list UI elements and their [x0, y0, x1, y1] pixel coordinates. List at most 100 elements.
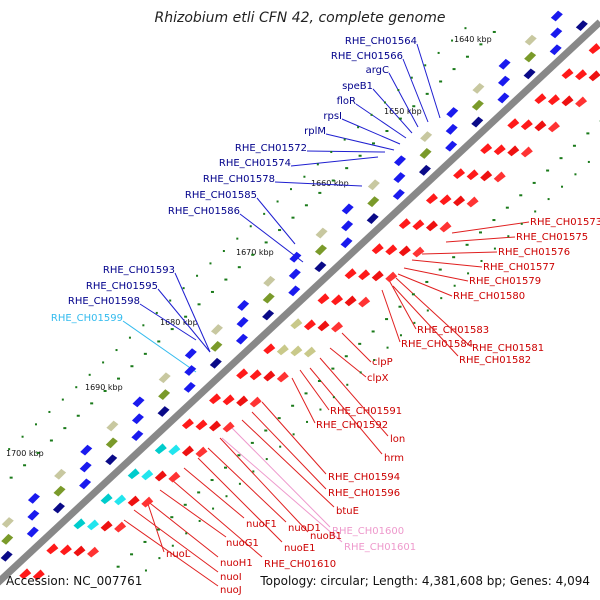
minus-gene-arrow[interactable]	[290, 345, 303, 357]
minus-gene-arrow[interactable]	[520, 119, 533, 131]
gene-label-nuod1[interactable]: nuoD1	[288, 523, 321, 534]
plus-gene-arrow[interactable]	[289, 251, 302, 263]
plus-gene-arrow[interactable]	[472, 82, 485, 94]
gene-label-rhe_ch01601[interactable]: RHE_CH01601	[344, 542, 416, 553]
plus-gene-arrow[interactable]	[184, 348, 197, 360]
minus-gene-arrow[interactable]	[385, 271, 398, 283]
gene-label-rhe_ch01577[interactable]: RHE_CH01577	[483, 262, 555, 273]
minus-gene-arrow[interactable]	[507, 145, 520, 157]
gene-label-nuol[interactable]: nuoL	[166, 549, 191, 560]
gene-label-rhe_ch01575[interactable]: RHE_CH01575	[516, 232, 588, 243]
gene-label-clpp[interactable]: clpP	[372, 357, 393, 368]
plus-gene-arrow[interactable]	[27, 509, 40, 521]
plus-gene-arrow[interactable]	[79, 478, 92, 490]
plus-gene-arrow[interactable]	[471, 99, 484, 111]
minus-gene-arrow[interactable]	[100, 520, 113, 532]
gene-label-flor[interactable]: floR	[337, 96, 356, 107]
plus-gene-arrow[interactable]	[550, 27, 563, 39]
gene-label-rhe_ch01579[interactable]: RHE_CH01579	[469, 276, 541, 287]
minus-gene-arrow[interactable]	[181, 445, 194, 457]
gene-label-nuob1[interactable]: nuoB1	[310, 531, 342, 542]
plus-gene-arrow[interactable]	[524, 34, 537, 46]
minus-gene-arrow[interactable]	[385, 244, 398, 256]
plus-gene-arrow[interactable]	[340, 237, 353, 249]
gene-label-rhe_ch01593[interactable]: RHE_CH01593	[103, 265, 175, 276]
gene-label-rhe_ch01576[interactable]: RHE_CH01576	[498, 247, 570, 258]
gene-label-rhe_ch01595[interactable]: RHE_CH01595	[86, 281, 158, 292]
minus-gene-arrow[interactable]	[588, 43, 600, 54]
minus-gene-arrow[interactable]	[439, 194, 452, 206]
plus-gene-arrow[interactable]	[54, 468, 67, 480]
minus-gene-arrow[interactable]	[154, 443, 167, 455]
minus-gene-arrow[interactable]	[371, 243, 384, 255]
gene-label-rhe_ch01610[interactable]: RHE_CH01610	[264, 559, 336, 570]
minus-gene-arrow[interactable]	[114, 494, 127, 506]
plus-gene-arrow[interactable]	[26, 526, 39, 538]
plus-gene-arrow[interactable]	[314, 261, 327, 273]
plus-gene-arrow[interactable]	[0, 550, 13, 562]
minus-gene-arrow[interactable]	[534, 93, 547, 105]
minus-gene-arrow[interactable]	[168, 444, 181, 456]
gene-label-rhe_ch01572[interactable]: RHE_CH01572	[235, 143, 307, 154]
minus-gene-arrow[interactable]	[534, 120, 547, 132]
plus-gene-arrow[interactable]	[158, 389, 171, 401]
minus-gene-arrow[interactable]	[398, 245, 411, 257]
gene-label-btue[interactable]: btuE	[336, 506, 359, 517]
plus-gene-arrow[interactable]	[105, 437, 118, 449]
minus-gene-arrow[interactable]	[222, 421, 235, 433]
plus-gene-arrow[interactable]	[314, 244, 327, 256]
plus-gene-arrow[interactable]	[445, 140, 458, 152]
minus-gene-arrow[interactable]	[425, 220, 438, 232]
plus-gene-arrow[interactable]	[262, 309, 275, 321]
plus-gene-arrow[interactable]	[53, 485, 66, 497]
minus-gene-arrow[interactable]	[561, 95, 574, 107]
plus-gene-arrow[interactable]	[341, 203, 354, 215]
plus-gene-arrow[interactable]	[210, 324, 223, 335]
gene-label-rhe_ch01574[interactable]: RHE_CH01574	[219, 158, 291, 169]
minus-gene-arrow[interactable]	[480, 170, 493, 182]
plus-gene-arrow[interactable]	[184, 365, 197, 376]
plus-gene-arrow[interactable]	[366, 213, 379, 224]
minus-gene-arrow[interactable]	[59, 544, 72, 556]
gene-label-rhe_ch01598[interactable]: RHE_CH01598	[68, 296, 140, 307]
minus-gene-arrow[interactable]	[439, 221, 452, 233]
plus-gene-arrow[interactable]	[523, 68, 536, 80]
plus-gene-arrow[interactable]	[132, 396, 145, 408]
minus-gene-arrow[interactable]	[561, 68, 574, 79]
plus-gene-arrow[interactable]	[106, 420, 119, 432]
minus-gene-arrow[interactable]	[317, 320, 330, 332]
gene-label-rhe_ch01580[interactable]: RHE_CH01580	[453, 291, 525, 302]
minus-gene-arrow[interactable]	[276, 371, 289, 383]
minus-gene-arrow[interactable]	[371, 270, 384, 282]
minus-gene-arrow[interactable]	[547, 94, 560, 106]
minus-gene-arrow[interactable]	[154, 470, 167, 482]
minus-gene-arrow[interactable]	[398, 218, 411, 230]
minus-gene-arrow[interactable]	[263, 343, 276, 355]
gene-label-rhe_ch01584[interactable]: RHE_CH01584	[401, 339, 473, 350]
minus-gene-arrow[interactable]	[331, 294, 344, 306]
minus-gene-arrow[interactable]	[412, 219, 425, 231]
plus-gene-arrow[interactable]	[418, 164, 431, 176]
minus-gene-arrow[interactable]	[575, 96, 588, 108]
minus-gene-arrow[interactable]	[303, 346, 316, 358]
gene-label-rhe_ch01585[interactable]: RHE_CH01585	[185, 190, 257, 201]
gene-label-rhe_ch01573[interactable]: RHE_CH01573	[530, 217, 600, 228]
plus-gene-arrow[interactable]	[288, 285, 301, 297]
minus-gene-arrow[interactable]	[181, 418, 194, 430]
plus-gene-arrow[interactable]	[419, 148, 432, 159]
minus-gene-arrow[interactable]	[195, 419, 208, 431]
minus-gene-arrow[interactable]	[344, 268, 357, 280]
minus-gene-arrow[interactable]	[209, 393, 222, 405]
plus-gene-arrow[interactable]	[105, 454, 118, 466]
plus-gene-arrow[interactable]	[367, 179, 380, 191]
minus-gene-arrow[interactable]	[73, 518, 86, 530]
minus-gene-arrow[interactable]	[263, 370, 276, 382]
plus-gene-arrow[interactable]	[210, 340, 223, 352]
gene-label-rhe_ch01594[interactable]: RHE_CH01594	[328, 472, 400, 483]
plus-gene-arrow[interactable]	[236, 316, 249, 328]
plus-gene-arrow[interactable]	[80, 444, 93, 456]
plus-gene-arrow[interactable]	[263, 275, 276, 287]
minus-gene-arrow[interactable]	[358, 269, 371, 281]
plus-gene-arrow[interactable]	[131, 413, 144, 425]
minus-gene-arrow[interactable]	[480, 143, 493, 155]
